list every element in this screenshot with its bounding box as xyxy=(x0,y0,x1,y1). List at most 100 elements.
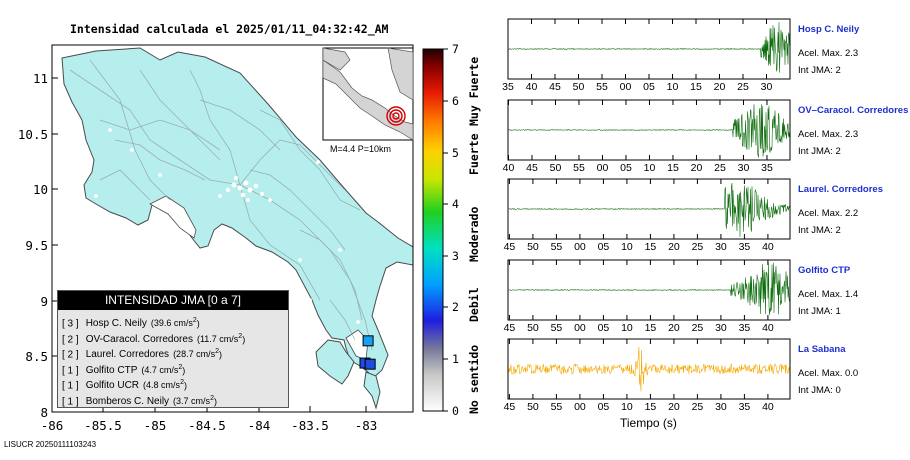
station-marker xyxy=(364,358,376,370)
colorbar-tick-4: 4 xyxy=(452,197,459,211)
waveform-time-tick: 50 xyxy=(549,162,562,174)
waveform-time-tick: 15 xyxy=(690,81,702,93)
waveform-time-tick: 20 xyxy=(713,81,726,93)
lat-tick-11: 11 xyxy=(32,71,48,86)
waveform-time-tick: 40 xyxy=(525,81,538,93)
legend-value: (4.8 cm/s xyxy=(143,380,181,391)
epicenter-marker xyxy=(386,106,406,126)
costa-rica-landmass xyxy=(61,47,413,379)
colorbar-ticks xyxy=(443,48,448,412)
legend-station-name: Golfito CTP xyxy=(85,364,138,376)
legend-value-close: ) xyxy=(242,333,246,344)
colorbar-tick-0: 0 xyxy=(452,404,459,418)
lon-tick-83-5: -83.5 xyxy=(291,418,329,433)
wave-x-axis-label: Tiempo (s) xyxy=(620,416,677,430)
legend-unit-sup: 2 xyxy=(192,317,197,324)
legend-value: (28.7 cm/s xyxy=(173,349,216,360)
lat-tick-9-5: 9.5 xyxy=(25,238,48,253)
legend-unit-sup: 2 xyxy=(215,348,219,355)
station-marker xyxy=(362,335,374,347)
waveform-time-tick: 55 xyxy=(550,322,563,334)
waveform-time-tick: 55 xyxy=(573,162,585,174)
waveform-time-tick: 50 xyxy=(527,401,539,413)
waveform-time-tick: 40 xyxy=(502,162,515,174)
waveform-int-jma: Int JMA: 2 xyxy=(798,146,841,157)
waveform-time-tick: 45 xyxy=(503,322,516,334)
map-border xyxy=(51,44,414,413)
waveform-acel-max: Acel. Max. 0.0 xyxy=(798,368,859,379)
lon-tick-85: -85 xyxy=(143,418,167,433)
legend-value-close: ) xyxy=(218,349,222,360)
station-markers xyxy=(359,335,376,370)
waveform-station-name: OV–Caracol. Corredores xyxy=(798,105,909,116)
lon-tick-84-5: -84.5 xyxy=(188,418,226,433)
town-dots xyxy=(94,128,360,324)
waveform-time-tick: 35 xyxy=(738,401,751,413)
waveform-time-tick: 20 xyxy=(668,241,680,253)
waveform-time-tick: 15 xyxy=(644,241,657,253)
waveform-time-tick: 40 xyxy=(762,401,774,413)
legend-rows: [ 3 ] Hosp C. Neily (39.6 cm/s2)[ 2 ] OV-Ca… xyxy=(58,310,288,407)
legend-item: [ 3 ] Hosp C. Neily (39.6 cm/s2) xyxy=(58,313,288,329)
waveform-time-tick: 15 xyxy=(644,322,657,334)
intensity-colorbar xyxy=(422,48,444,412)
legend-item: [ 2 ] OV-Caracol. Corredores (11.7 cm/s2) xyxy=(58,329,288,345)
waveform-acel-max: Acel. Max. 2.3 xyxy=(798,48,859,59)
legend-station-name: OV-Caracol. Corredores xyxy=(85,333,193,345)
waveform-time-tick: 05 xyxy=(597,322,610,334)
legend-level: [ 1 ] xyxy=(62,364,79,376)
footer-id: LISUCR 20250111103243 xyxy=(4,440,97,449)
waveform-plot xyxy=(507,178,791,240)
waveform-plot xyxy=(507,18,791,80)
waveform-time-tick: 50 xyxy=(572,81,585,93)
category-fuerte: Fuerte xyxy=(467,133,481,175)
lat-tick-10: 10 xyxy=(32,182,48,197)
waveform-time-tick: 20 xyxy=(668,322,680,334)
colorbar-tick-2: 2 xyxy=(452,300,459,314)
waveform-time-tick: 05 xyxy=(620,162,632,174)
map-title: Intensidad calculada el 2025/01/11_04:32… xyxy=(70,22,389,36)
burica-tip xyxy=(363,371,381,410)
waveform-time-tick: 10 xyxy=(621,241,633,253)
legend-station-name: Laurel. Corredores xyxy=(85,349,170,361)
lon-tick-84: -84 xyxy=(247,418,271,433)
category-moderado: Moderado xyxy=(467,206,481,262)
waveform-time-tick: 10 xyxy=(621,322,633,334)
waveform-station-name: Laurel. Corredores xyxy=(798,184,883,195)
waveform-acel-max: Acel. Max. 2.3 xyxy=(798,129,859,140)
waveform-time-tick: 25 xyxy=(691,401,704,413)
legend-unit-sup: 2 xyxy=(210,394,214,402)
waveform-time-tick: 15 xyxy=(667,162,679,174)
waveform-time-tick: 30 xyxy=(760,81,773,93)
legend-value: (11.7 cm/s xyxy=(196,333,239,344)
legend-value-close: ) xyxy=(196,318,200,329)
waveform-time-tick: 25 xyxy=(714,162,726,174)
waveform-time-tick: 35 xyxy=(502,81,514,93)
waveform-time-tick: 35 xyxy=(738,322,751,334)
intensity-legend: INTENSIDAD JMA [0 a 7] [ 3 ] Hosp C. Neil… xyxy=(57,290,289,408)
waveform-trace xyxy=(508,183,790,237)
legend-item: [ 2 ] Laurel. Corredores (28.7 cm/s2) xyxy=(58,344,288,360)
legend-level: [ 1 ] xyxy=(62,395,79,407)
waveform-trace xyxy=(508,262,790,315)
waveform-time-tick: 05 xyxy=(597,401,610,413)
waveform-time-tick: 10 xyxy=(643,162,656,174)
legend-value-close: ) xyxy=(213,395,217,406)
waveform-time-tick: 30 xyxy=(737,162,750,174)
category-muy-fuerte: Muy Fuerte xyxy=(467,56,481,126)
waveform-int-jma: Int JMA: 1 xyxy=(798,306,841,317)
legend-level: [ 2 ] xyxy=(62,349,79,361)
waveform-time-tick: 45 xyxy=(503,241,516,253)
legend-item: [ 1 ] Bomberos C. Neily (3.7 cm/s2) xyxy=(58,391,288,407)
golfo-dulce xyxy=(345,329,369,361)
waveform-time-tick: 20 xyxy=(668,401,680,413)
waveform-time-tick: 20 xyxy=(690,162,703,174)
waveform-time-tick: 00 xyxy=(574,241,586,253)
legend-level: [ 1 ] xyxy=(62,380,79,392)
waveform-station-name: Hosp C. Neily xyxy=(798,24,860,35)
waveform-acel-max: Acel. Max. 1.4 xyxy=(798,289,859,300)
legend-station-name: Golfito UCR xyxy=(85,380,140,392)
waveform-time-tick: 05 xyxy=(643,81,655,93)
road-network xyxy=(69,59,373,351)
legend-value-close: ) xyxy=(182,364,186,375)
